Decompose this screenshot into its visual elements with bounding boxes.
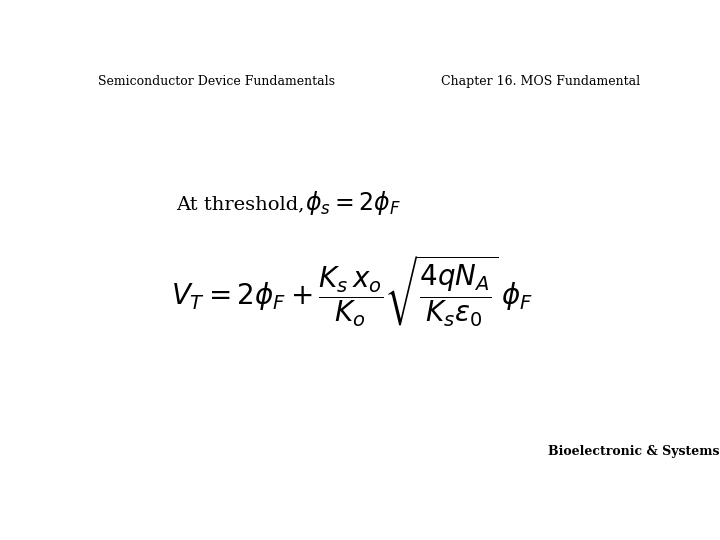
Text: Chapter 16. MOS Fundamental: Chapter 16. MOS Fundamental [441, 75, 639, 88]
Text: Semiconductor Device Fundamentals: Semiconductor Device Fundamentals [99, 75, 336, 88]
Text: $\phi_s = 2\phi_F$: $\phi_s = 2\phi_F$ [305, 189, 401, 217]
Text: Bioelectronic & Systems Lab.: Bioelectronic & Systems Lab. [547, 445, 720, 458]
Text: At threshold,: At threshold, [176, 195, 305, 213]
Text: $V_T = 2\phi_F + \dfrac{K_s \, x_o}{K_o} \sqrt{\dfrac{4qN_A}{K_s \varepsilon_0}}: $V_T = 2\phi_F + \dfrac{K_s \, x_o}{K_o}… [171, 254, 534, 329]
